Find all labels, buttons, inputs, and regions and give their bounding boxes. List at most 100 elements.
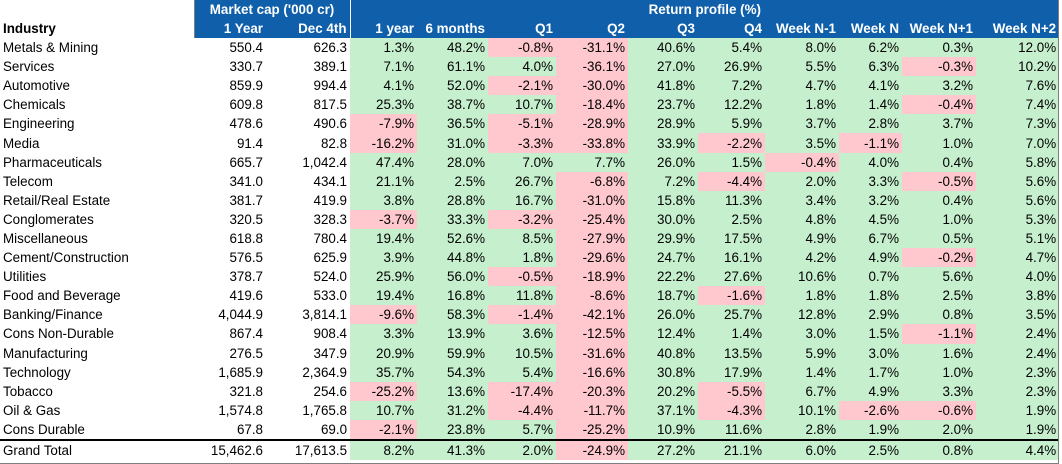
return-cell[interactable]: 3.3%: [902, 381, 977, 401]
return-cell[interactable]: 1.8%: [765, 95, 840, 115]
return-cell[interactable]: 1.5%: [698, 152, 766, 172]
industry-name-cell[interactable]: Banking/Finance: [0, 305, 194, 325]
return-cell[interactable]: 7.1%: [350, 57, 418, 77]
return-cell[interactable]: 36.5%: [417, 114, 489, 134]
return-cell[interactable]: 44.8%: [417, 248, 489, 268]
return-cell[interactable]: 12.0%: [976, 38, 1060, 58]
return-cell[interactable]: 33.3%: [417, 209, 489, 229]
return-cell[interactable]: 0.3%: [902, 38, 977, 58]
return-cell[interactable]: 4.5%: [839, 209, 903, 229]
return-cell[interactable]: 1.9%: [839, 419, 903, 440]
return-cell[interactable]: 10.5%: [488, 343, 557, 363]
market-cap-cell[interactable]: 341.0: [194, 171, 266, 191]
return-cell[interactable]: 2.0%: [902, 419, 977, 440]
market-cap-cell[interactable]: 347.9: [266, 343, 351, 363]
return-cell[interactable]: -30.0%: [556, 76, 629, 96]
return-cell[interactable]: 3.5%: [765, 133, 840, 153]
market-cap-cell[interactable]: 91.4: [194, 133, 266, 153]
return-cell[interactable]: -16.2%: [350, 133, 418, 153]
market-cap-cell[interactable]: 478.6: [194, 114, 266, 134]
return-cell[interactable]: 54.3%: [417, 362, 489, 382]
market-cap-cell[interactable]: 817.5: [266, 95, 351, 115]
return-cell[interactable]: 25.3%: [350, 95, 418, 115]
return-cell[interactable]: -25.2%: [350, 381, 418, 401]
return-cell[interactable]: 6.3%: [839, 57, 903, 77]
industry-name-cell[interactable]: Automotive: [0, 76, 194, 96]
return-cell[interactable]: 0.7%: [839, 267, 903, 287]
return-cell[interactable]: -3.7%: [350, 209, 418, 229]
return-cell[interactable]: 30.0%: [628, 209, 699, 229]
return-cell[interactable]: 5.9%: [765, 343, 840, 363]
return-cell[interactable]: -4.4%: [488, 400, 557, 420]
return-cell[interactable]: -20.3%: [556, 381, 629, 401]
return-cell[interactable]: 37.1%: [628, 400, 699, 420]
return-cell[interactable]: 21.1%: [698, 438, 766, 461]
industry-name-cell[interactable]: Cons Non-Durable: [0, 324, 194, 344]
market-cap-cell[interactable]: 576.5: [194, 248, 266, 268]
industry-name-cell[interactable]: Grand Total: [0, 438, 194, 461]
industry-name-cell[interactable]: Manufacturing: [0, 343, 194, 363]
return-cell[interactable]: 7.0%: [488, 152, 557, 172]
market-cap-group-header[interactable]: Market cap ('000 cr): [194, 0, 351, 19]
return-cell[interactable]: 20.9%: [350, 343, 418, 363]
market-cap-cell[interactable]: 320.5: [194, 209, 266, 229]
return-cell[interactable]: -3.3%: [488, 133, 557, 153]
return-cell[interactable]: 41.3%: [417, 438, 489, 461]
return-cell[interactable]: -1.4%: [488, 305, 557, 325]
return-cell[interactable]: -5.1%: [488, 114, 557, 134]
return-cell[interactable]: 22.2%: [628, 267, 699, 287]
return-cell[interactable]: 5.5%: [765, 57, 840, 77]
return-cell[interactable]: 1.4%: [765, 362, 840, 382]
return-cell[interactable]: -25.4%: [556, 209, 629, 229]
return-cell[interactable]: -12.5%: [556, 324, 629, 344]
return-cell[interactable]: -2.6%: [839, 400, 903, 420]
market-cap-cell[interactable]: 254.6: [266, 381, 351, 401]
column-header-industry[interactable]: Industry: [0, 19, 195, 38]
market-cap-cell[interactable]: 626.3: [266, 38, 351, 58]
return-cell[interactable]: 4.0%: [976, 267, 1060, 287]
market-cap-cell[interactable]: 330.7: [194, 57, 266, 77]
return-cell[interactable]: 27.0%: [628, 57, 699, 77]
return-cell[interactable]: -0.8%: [488, 38, 557, 58]
return-cell[interactable]: 5.6%: [976, 190, 1060, 210]
market-cap-cell[interactable]: 419.9: [266, 190, 351, 210]
column-header-1-year[interactable]: 1 Year: [194, 19, 266, 38]
return-cell[interactable]: 5.4%: [488, 362, 557, 382]
return-cell[interactable]: 2.0%: [765, 171, 840, 191]
industry-name-cell[interactable]: Food and Beverage: [0, 286, 194, 306]
market-cap-cell[interactable]: 3,814.1: [266, 305, 351, 325]
return-cell[interactable]: 8.0%: [765, 38, 840, 58]
return-cell[interactable]: 1.3%: [350, 38, 418, 58]
industry-name-cell[interactable]: Miscellaneous: [0, 228, 194, 249]
return-cell[interactable]: 3.7%: [902, 114, 977, 134]
return-profile-group-header[interactable]: Return profile (%): [350, 0, 1060, 19]
return-cell[interactable]: 35.7%: [350, 362, 418, 382]
return-cell[interactable]: 0.5%: [902, 228, 977, 249]
return-cell[interactable]: 3.4%: [765, 190, 840, 210]
return-cell[interactable]: 11.3%: [698, 190, 766, 210]
return-cell[interactable]: 2.3%: [976, 362, 1060, 382]
return-cell[interactable]: 2.8%: [765, 419, 840, 440]
return-cell[interactable]: -0.2%: [902, 248, 977, 268]
market-cap-cell[interactable]: 15,462.6: [194, 438, 266, 461]
market-cap-cell[interactable]: 524.0: [266, 267, 351, 287]
return-cell[interactable]: 7.3%: [976, 114, 1060, 134]
return-cell[interactable]: 3.5%: [976, 305, 1060, 325]
return-cell[interactable]: -6.8%: [556, 171, 629, 191]
market-cap-cell[interactable]: 82.8: [266, 133, 351, 153]
return-cell[interactable]: 4.9%: [839, 381, 903, 401]
return-cell[interactable]: 10.6%: [765, 267, 840, 287]
market-cap-cell[interactable]: 867.4: [194, 324, 266, 344]
return-cell[interactable]: -1.6%: [698, 286, 766, 306]
return-cell[interactable]: 1.0%: [902, 362, 977, 382]
market-cap-cell[interactable]: 2,364.9: [266, 362, 351, 382]
return-cell[interactable]: 59.9%: [417, 343, 489, 363]
return-cell[interactable]: 4.7%: [765, 76, 840, 96]
return-cell[interactable]: -4.4%: [698, 171, 766, 191]
return-cell[interactable]: 26.7%: [488, 171, 557, 191]
return-cell[interactable]: 40.6%: [628, 38, 699, 58]
column-header-q3[interactable]: Q3: [628, 19, 699, 38]
return-cell[interactable]: 5.6%: [902, 267, 977, 287]
return-cell[interactable]: -4.3%: [698, 400, 766, 420]
return-cell[interactable]: -16.6%: [556, 362, 629, 382]
